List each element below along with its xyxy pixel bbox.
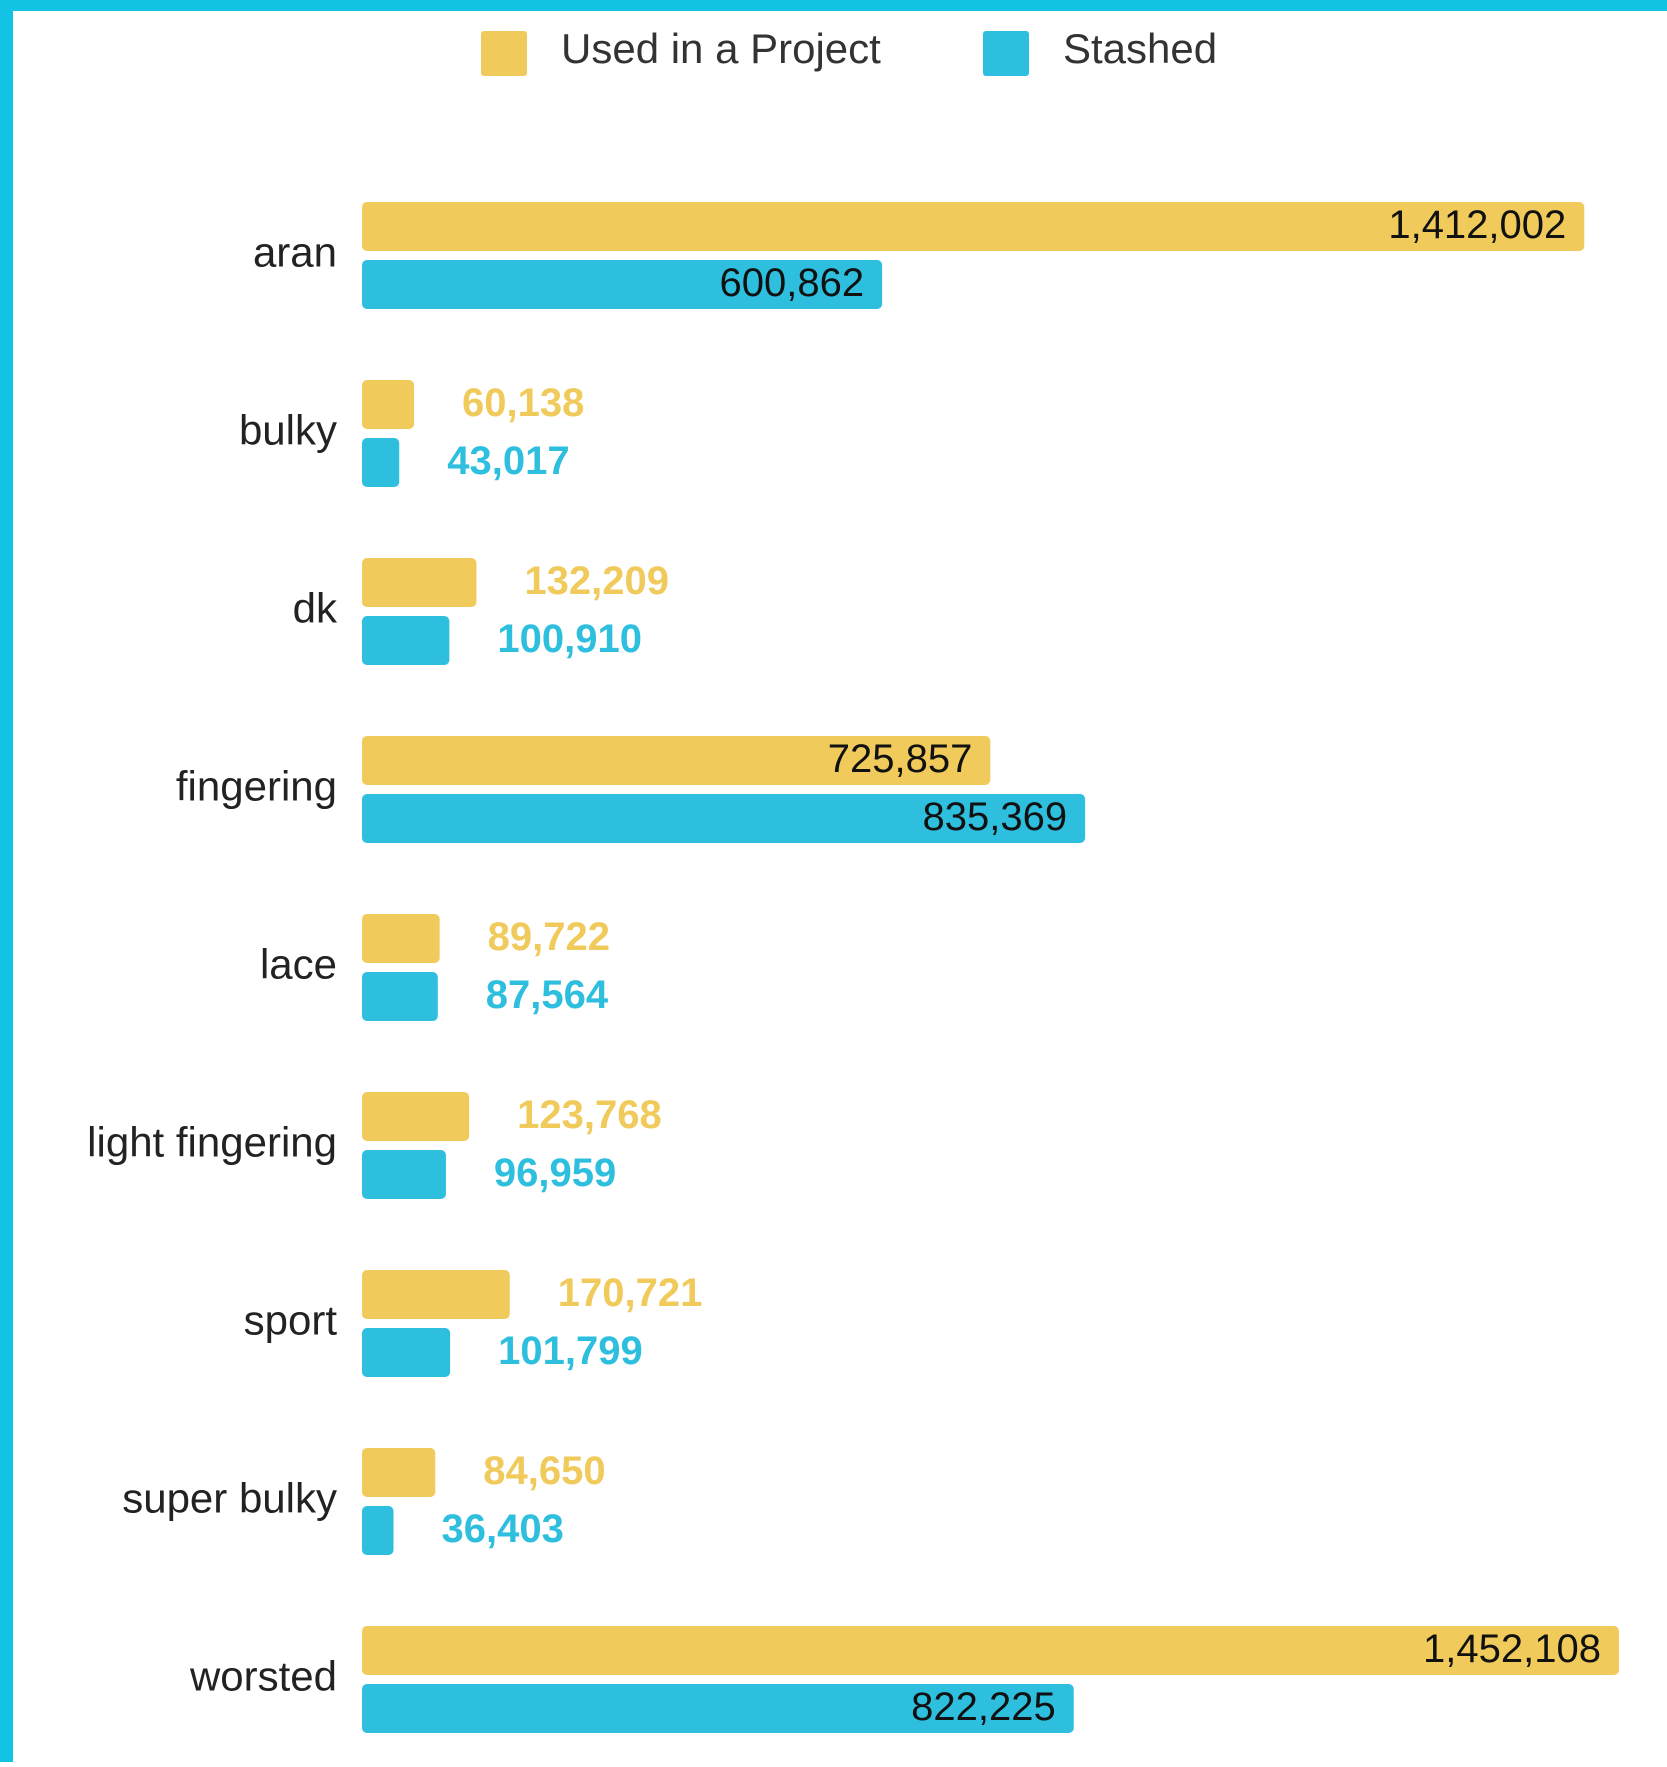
value-label: 123,768 [517,1093,662,1137]
value-label: 36,403 [442,1507,564,1551]
value-label: 43,017 [447,439,569,483]
value-label: 822,225 [911,1685,1056,1729]
bar [362,914,440,963]
value-label: 600,862 [720,261,865,305]
legend-swatch [983,31,1029,76]
bar [362,1328,451,1377]
value-label: 100,910 [497,617,642,661]
legend-swatch [481,31,527,76]
legend-label: Stashed [1063,25,1217,72]
bar [362,1270,510,1319]
bar [362,972,438,1021]
value-label: 89,722 [488,915,610,959]
category-label: light fingering [87,1119,337,1166]
category-label: aran [253,229,337,276]
value-label: 87,564 [486,973,609,1017]
bar [362,1092,470,1141]
value-label: 170,721 [558,1271,703,1315]
value-label: 132,209 [524,559,669,603]
bar [362,616,450,665]
frame-left [0,0,13,1762]
bar [362,558,477,607]
category-label: worsted [189,1653,337,1700]
bar [362,1150,446,1199]
category-label: bulky [239,407,337,454]
category-label: lace [260,941,337,988]
category-label: dk [293,585,338,632]
frame-top [0,0,1667,11]
value-label: 60,138 [462,381,584,425]
category-label: sport [244,1297,338,1344]
bar [362,736,991,785]
category-label: super bulky [122,1475,337,1522]
bar [362,1448,436,1497]
bar [362,1506,394,1555]
bar [362,202,1585,251]
bar [362,260,883,309]
value-label: 1,452,108 [1423,1627,1601,1671]
bar [362,438,400,487]
value-label: 725,857 [828,737,973,781]
legend-label: Used in a Project [561,25,881,72]
value-label: 84,650 [483,1449,605,1493]
value-label: 835,369 [923,795,1068,839]
bar [362,1684,1074,1733]
bar [362,380,415,429]
bar [362,1626,1619,1675]
value-label: 101,799 [498,1329,643,1373]
value-label: 96,959 [494,1151,616,1195]
category-label: fingering [176,763,337,810]
value-label: 1,412,002 [1388,203,1566,247]
bar [362,794,1086,843]
